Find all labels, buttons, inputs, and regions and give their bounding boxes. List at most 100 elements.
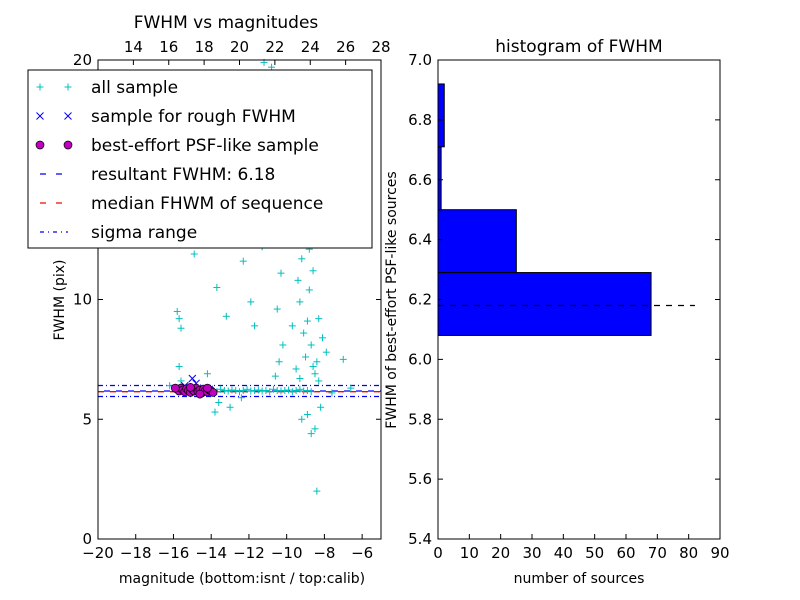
point-+-0-30: [288, 388, 296, 396]
legend-entry: resultant FWHM: 6.18: [40, 165, 275, 185]
top-tick-label: 20: [230, 38, 249, 56]
point-+-0-105: [288, 322, 296, 330]
hist-x-tick-label: 70: [648, 544, 667, 562]
x-axis-bottom: −20 −18 −16 −14 −12 −10 −8 −6: [82, 534, 373, 562]
legend-label: median FHWM of sequence: [91, 194, 323, 214]
point-+-0-82: [315, 377, 323, 385]
point-+-0-40: [177, 377, 185, 385]
y-tick-label: 20: [73, 51, 92, 69]
legend-label: sample for rough FWHM: [91, 107, 296, 127]
top-tick-label: 18: [195, 38, 214, 56]
point-+-0-100: [319, 334, 327, 342]
histogram-y-label: FWHM of best-effort PSF-like sources: [384, 171, 400, 428]
point-+-0-88: [313, 487, 321, 495]
hist-x-tick-label: 30: [522, 544, 541, 562]
x-tick-label: −18: [120, 544, 152, 562]
point-+-0-101: [322, 348, 330, 356]
legend-label: resultant FWHM: 6.18: [91, 165, 275, 185]
point-+-0-86: [303, 410, 311, 418]
y-axis: 0 5 10 20: [73, 51, 381, 548]
hist-y-tick-label: 5.6: [408, 470, 432, 488]
legend-box: [27, 69, 373, 249]
histogram-title: histogram of FWHM: [495, 37, 662, 57]
hist-x-tick-label: 10: [460, 544, 479, 562]
point-+-0-35: [307, 388, 315, 396]
legend-x-b: [36, 112, 44, 120]
point-+-0-75: [302, 353, 310, 361]
hist-x-tick-label: 40: [554, 544, 573, 562]
point-+-0-81: [313, 358, 321, 366]
point-+-0-103: [275, 358, 283, 366]
point-+-0-48: [203, 370, 211, 378]
point-+-0-34: [303, 387, 311, 395]
point-+-0-99: [315, 315, 323, 323]
histogram-bar-3: [437, 83, 445, 148]
legend-entry: sample for rough FWHM: [36, 107, 296, 127]
top-tick-label: 28: [371, 38, 390, 56]
top-tick-label: 22: [265, 38, 284, 56]
point-+-0-102: [279, 341, 287, 349]
point-+-0-77: [305, 286, 313, 294]
point-+-0-65: [277, 269, 285, 277]
top-tick-label: 24: [301, 38, 320, 56]
point-+-0-44: [190, 250, 198, 258]
scatter-panel: FWHM vs magnitudes −20 −18 −16 −14 −12 −10 −8−…: [27, 13, 391, 587]
legend: all sample sample for rough FWHM best-effo…: [27, 69, 373, 249]
point-+-0-80: [311, 370, 319, 378]
point-+-0-29: [285, 386, 293, 394]
hist-x-tick-label: 50: [585, 544, 604, 562]
legend-entry: median FHWM of sequence: [40, 194, 323, 214]
y-tick-label: 5: [82, 410, 92, 428]
scatter-title: FWHM vs magnitudes: [134, 13, 319, 33]
hist-x-tick-label: 80: [679, 544, 698, 562]
point-+-0-51: [226, 403, 234, 411]
x-b: [188, 374, 197, 383]
point-+-0-55: [247, 298, 255, 306]
legend-label: all sample: [91, 78, 178, 98]
point-+-0-56: [251, 322, 259, 330]
legend-label: sigma range: [91, 223, 197, 243]
point-+-0-74: [300, 329, 308, 337]
histogram-x-axis: 0 10 20 30 40 50 60 70 80 90: [433, 534, 730, 562]
point-+-0-37: [175, 315, 183, 323]
x-tick-label: −6: [351, 544, 373, 562]
x-tick-label: −12: [233, 544, 265, 562]
legend-entry: best-effort PSF-like sample: [35, 136, 319, 156]
y-tick-label: 0: [82, 530, 92, 548]
point-+-0-98: [309, 267, 317, 275]
x-tick-label: −16: [158, 544, 190, 562]
hist-y-tick-label: 6.2: [408, 291, 432, 309]
point-+-0-71: [294, 276, 302, 284]
point-o-2-21: [186, 383, 195, 392]
histogram-bars: [437, 83, 652, 336]
point-+-0-52: [237, 394, 245, 402]
x-tick-label: −10: [271, 544, 303, 562]
hist-x-tick-label: 20: [491, 544, 510, 562]
hist-y-tick-label: 5.8: [408, 410, 432, 428]
legend-entries: all sample sample for rough FWHM best-effo…: [35, 78, 323, 243]
histogram-panel: histogram of FWHM 0 10 20 30 40 50 60 70 80 90 5.…: [384, 37, 730, 587]
point-+-0-17: [239, 387, 247, 395]
histogram-bar-0: [437, 272, 652, 336]
point-+-0-78: [307, 341, 315, 349]
point-+-0-76: [303, 317, 311, 325]
scatter-x-label: magnitude (bottom:isnt / top:calib): [119, 571, 365, 587]
point-+-0-15: [232, 387, 240, 395]
point-+-0-32: [296, 385, 304, 393]
point-+-0-64: [273, 305, 281, 313]
point-+-0-72: [296, 298, 304, 306]
hist-x-tick-label: 90: [710, 544, 729, 562]
point-+-0-91: [328, 389, 336, 397]
top-tick-label: 14: [124, 38, 143, 56]
legend-label: best-effort PSF-like sample: [91, 136, 319, 156]
point-+-0-49: [211, 408, 219, 416]
hist-y-tick-label: 6.6: [408, 171, 432, 189]
point-+-0-54: [239, 257, 247, 265]
point-+-0-84: [311, 425, 319, 433]
hist-y-tick-label: 6.8: [408, 111, 432, 129]
point-+-0-87: [298, 415, 306, 423]
point-+-0-104: [271, 372, 279, 380]
point-+-0-38: [177, 324, 185, 332]
point-+-0-50: [215, 398, 223, 406]
legend-circle: [63, 140, 73, 150]
